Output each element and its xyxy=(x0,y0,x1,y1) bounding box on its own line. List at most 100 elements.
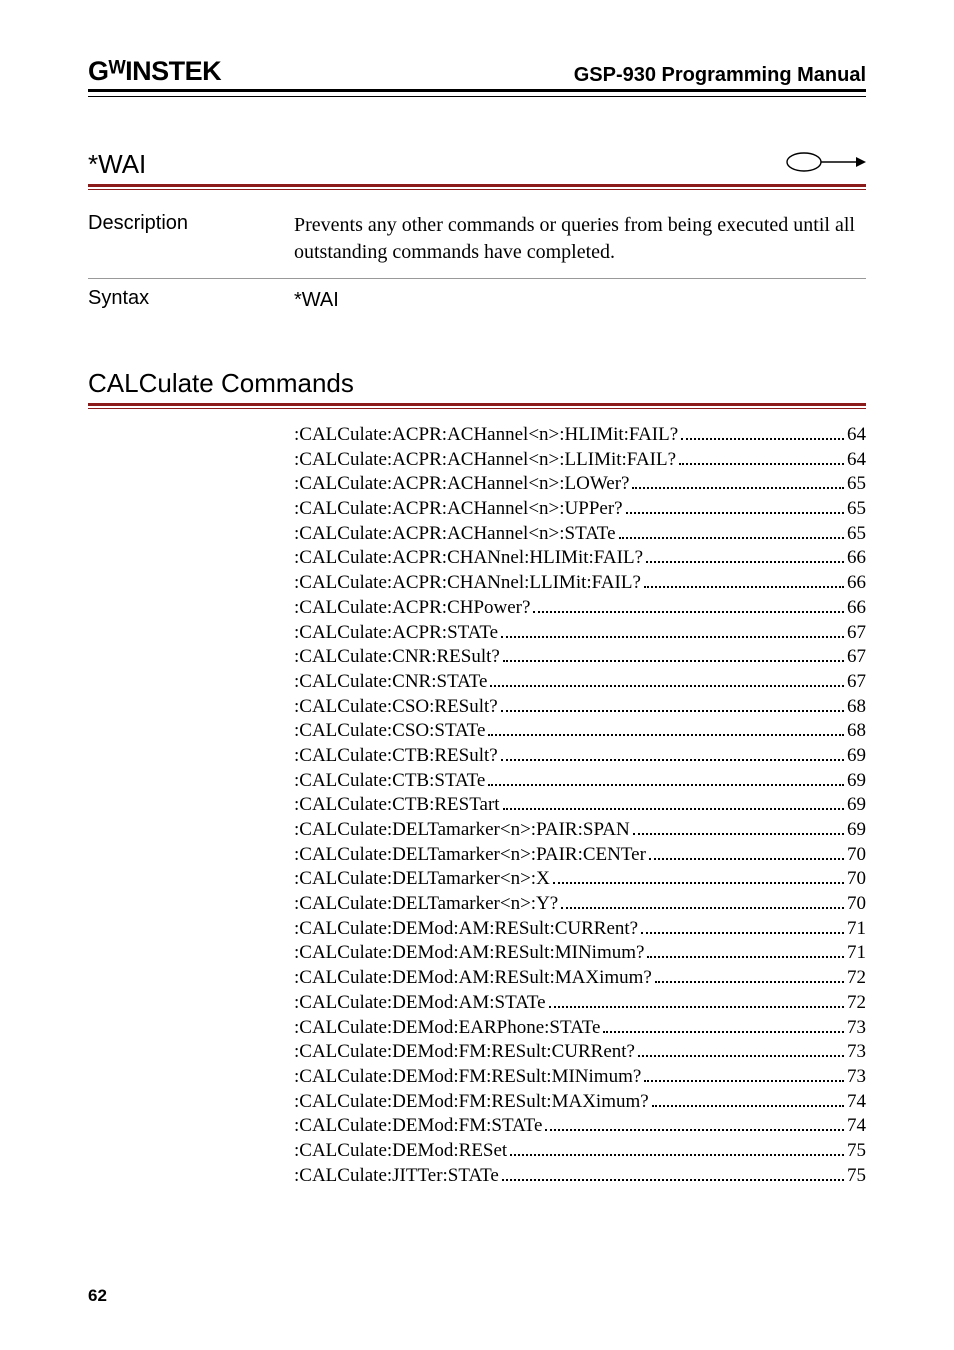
toc-leader-dots xyxy=(644,586,844,588)
toc-leader-dots xyxy=(647,956,844,958)
toc-row: :CALCulate:DEMod:FM:RESult:MINimum? 73 xyxy=(294,1065,866,1090)
toc-page: 66 xyxy=(847,596,866,621)
toc-label: :CALCulate:JITTer:STATe xyxy=(294,1164,499,1189)
toc-row: :CALCulate:DEMod:AM:RESult:MINimum? 71 xyxy=(294,941,866,966)
toc-leader-dots xyxy=(553,882,844,884)
toc-label: :CALCulate:CTB:STATe xyxy=(294,769,485,794)
toc-row: :CALCulate:ACPR:ACHannel<n>:LOWer?65 xyxy=(294,472,866,497)
toc-page: 67 xyxy=(847,621,866,646)
toc-label: :CALCulate:DELTamarker<n>:X xyxy=(294,867,550,892)
toc-page: 73 xyxy=(847,1065,866,1090)
toc-label: :CALCulate:DEMod:AM:STATe xyxy=(294,991,546,1016)
toc-row: :CALCulate:CSO:RESult? 68 xyxy=(294,695,866,720)
toc-page: 70 xyxy=(847,892,866,917)
toc-leader-dots xyxy=(633,833,844,835)
brand-logo: GᵂINSTEK xyxy=(88,56,221,87)
toc-leader-dots xyxy=(681,438,844,440)
calc-section-title: CALCulate Commands xyxy=(88,368,866,406)
toc-page: 75 xyxy=(847,1139,866,1164)
toc-label: :CALCulate:DELTamarker<n>:PAIR:SPAN xyxy=(294,818,630,843)
toc-leader-dots xyxy=(649,858,844,860)
toc-leader-dots xyxy=(503,660,844,662)
toc-page: 64 xyxy=(847,448,866,473)
toc-label: :CALCulate:DEMod:EARPhone:STATe xyxy=(294,1016,600,1041)
toc-label: :CALCulate:ACPR:ACHannel<n>:LLIMit:FAIL? xyxy=(294,448,676,473)
toc-row: :CALCulate:CTB:STATe69 xyxy=(294,769,866,794)
page-header: GᵂINSTEK GSP-930 Programming Manual xyxy=(88,56,866,92)
header-rule xyxy=(88,96,866,97)
toc-row: :CALCulate:DELTamarker<n>:X 70 xyxy=(294,867,866,892)
toc-leader-dots xyxy=(510,1154,844,1156)
toc-row: :CALCulate:ACPR:CHANnel:HLIMit:FAIL?66 xyxy=(294,546,866,571)
toc-leader-dots xyxy=(603,1031,844,1033)
toc-label: :CALCulate:DEMod:FM:RESult:MAXimum? xyxy=(294,1090,649,1115)
toc-page: 66 xyxy=(847,571,866,596)
toc-row: :CALCulate:CSO:STATe68 xyxy=(294,719,866,744)
toc-leader-dots xyxy=(638,1055,844,1057)
toc-page: 73 xyxy=(847,1040,866,1065)
toc-leader-dots xyxy=(502,1179,844,1181)
toc-label: :CALCulate:CTB:RESTart xyxy=(294,793,500,818)
toc-leader-dots xyxy=(488,784,844,786)
toc-row: :CALCulate:CTB:RESTart 69 xyxy=(294,793,866,818)
row-text: Prevents any other commands or queries f… xyxy=(294,212,866,266)
wai-syntax-row: Syntax *WAI xyxy=(88,279,866,326)
toc-row: :CALCulate:DEMod:AM:RESult:CURRent?71 xyxy=(294,917,866,942)
toc-leader-dots xyxy=(641,932,844,934)
toc-leader-dots xyxy=(490,685,844,687)
toc-page: 65 xyxy=(847,472,866,497)
toc-label: :CALCulate:ACPR:STATe xyxy=(294,621,498,646)
toc-leader-dots xyxy=(488,734,844,736)
toc-page: 68 xyxy=(847,695,866,720)
toc-page: 69 xyxy=(847,818,866,843)
toc-label: :CALCulate:ACPR:CHANnel:LLIMit:FAIL? xyxy=(294,571,641,596)
toc-page: 67 xyxy=(847,645,866,670)
toc-leader-dots xyxy=(646,561,844,563)
toc-label: :CALCulate:DEMod:FM:RESult:MINimum? xyxy=(294,1065,641,1090)
toc-page: 73 xyxy=(847,1016,866,1041)
toc-label: :CALCulate:CSO:RESult? xyxy=(294,695,498,720)
row-label: Description xyxy=(88,212,294,235)
toc-label: :CALCulate:ACPR:ACHannel<n>:STATe xyxy=(294,522,616,547)
toc-leader-dots xyxy=(533,611,844,613)
toc-leader-dots xyxy=(626,512,844,514)
toc-row: :CALCulate:DEMod:FM:RESult:MAXimum?74 xyxy=(294,1090,866,1115)
toc-row: :CALCulate:CTB:RESult? 69 xyxy=(294,744,866,769)
toc-label: :CALCulate:DELTamarker<n>:PAIR:CENTer xyxy=(294,843,646,868)
toc-row: :CALCulate:ACPR:ACHannel<n>:HLIMit:FAIL?… xyxy=(294,423,866,448)
toc-label: :CALCulate:DEMod:AM:RESult:MAXimum? xyxy=(294,966,652,991)
toc-row: :CALCulate:DEMod:AM:STATe72 xyxy=(294,991,866,1016)
toc-row: :CALCulate:JITTer:STATe75 xyxy=(294,1164,866,1189)
toc-row: :CALCulate:DELTamarker<n>:Y? 70 xyxy=(294,892,866,917)
toc-label: :CALCulate:CTB:RESult? xyxy=(294,744,498,769)
toc-label: :CALCulate:DELTamarker<n>:Y? xyxy=(294,892,558,917)
toc-page: 69 xyxy=(847,744,866,769)
toc-row: :CALCulate:DEMod:EARPhone:STATe 73 xyxy=(294,1016,866,1041)
toc-leader-dots xyxy=(501,759,844,761)
toc-label: :CALCulate:ACPR:ACHannel<n>:HLIMit:FAIL? xyxy=(294,423,678,448)
wai-rule xyxy=(88,189,866,190)
toc-page: 72 xyxy=(847,966,866,991)
row-text: *WAI xyxy=(294,287,339,314)
toc-leader-dots xyxy=(561,907,844,909)
toc-label: :CALCulate:DEMod:AM:RESult:MINimum? xyxy=(294,941,644,966)
toc-leader-dots xyxy=(644,1080,844,1082)
toc-leader-dots xyxy=(501,710,844,712)
toc-label: :CALCulate:DEMod:AM:RESult:CURRent? xyxy=(294,917,638,942)
toc-row: :CALCulate:ACPR:STATe 67 xyxy=(294,621,866,646)
toc-page: 70 xyxy=(847,867,866,892)
toc-leader-dots xyxy=(501,636,844,638)
page-number: 62 xyxy=(88,1286,107,1306)
toc-label: :CALCulate:DEMod:FM:RESult:CURRent? xyxy=(294,1040,635,1065)
toc-page: 64 xyxy=(847,423,866,448)
toc-row: :CALCulate:ACPR:CHPower?66 xyxy=(294,596,866,621)
toc-page: 69 xyxy=(847,793,866,818)
toc-page: 68 xyxy=(847,719,866,744)
toc-row: :CALCulate:DEMod:FM:RESult:CURRent? 73 xyxy=(294,1040,866,1065)
manual-title: GSP-930 Programming Manual xyxy=(574,64,866,87)
toc-page: 71 xyxy=(847,941,866,966)
toc-leader-dots xyxy=(545,1129,844,1131)
toc-row: :CALCulate:DEMod:FM:STATe74 xyxy=(294,1114,866,1139)
toc-label: :CALCulate:DEMod:RESet xyxy=(294,1139,507,1164)
toc-leader-dots xyxy=(655,981,844,983)
